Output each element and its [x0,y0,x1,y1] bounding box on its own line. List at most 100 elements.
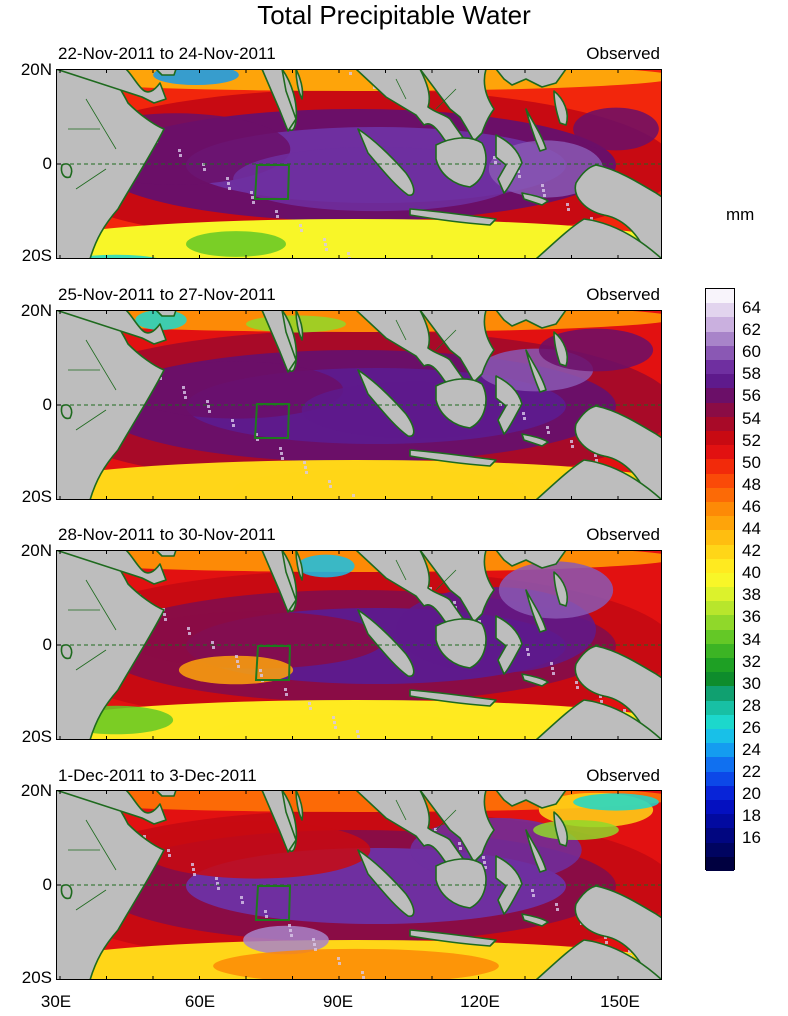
moisture-feature [141,821,371,879]
panel-3-label: Observed [586,525,660,544]
landmass [60,644,73,660]
moisture-feature [533,820,619,840]
colorbar-tick-label: 52 [742,430,761,450]
landmass [521,433,549,447]
missing-data-dot [576,686,579,689]
missing-data-dot [235,655,238,658]
colorbar-tick-label: 56 [742,386,761,406]
panel-3-lat-20n: 20N [20,541,52,560]
panel-2-date-range: 25-Nov-2011 to 27-Nov-2011 [58,285,276,304]
landmass [574,645,662,740]
missing-data-dot [483,861,486,864]
landmass [495,855,523,915]
colorbar-tick-label: 22 [742,762,761,782]
colorbar-segment [706,643,734,659]
panel-4-map [56,790,662,980]
missing-data-dot [567,208,570,211]
landmass [495,615,523,675]
landmass [419,69,495,142]
missing-data-dot [518,175,521,178]
missing-data-dot [168,854,171,857]
missing-data-dot [523,417,526,420]
colorbar-tick-label: 48 [742,474,761,494]
missing-data-dot [604,936,607,939]
missing-data-dot [542,189,545,192]
missing-data-dot [187,627,190,630]
colorbar [705,288,735,872]
colorbar-tick-label: 34 [742,629,761,649]
missing-data-dot [182,386,185,389]
missing-data-dot [288,924,291,927]
landmass [295,550,304,581]
colorbar-segment [706,374,734,389]
landmass [155,69,177,76]
panel-2-label: Observed [586,285,660,304]
colorbar-segment [706,473,734,489]
landmass [525,349,547,393]
colorbar-unit: mm [726,205,755,224]
missing-data-dot [429,587,432,590]
map-canvas [56,69,662,259]
colorbar-segment [706,501,734,517]
missing-data-dot [279,447,282,450]
landmass [60,163,73,179]
landmass [155,310,177,317]
missing-data-dot [191,863,194,866]
landmass [409,449,497,467]
missing-data-dot [232,424,235,427]
moisture-feature [233,468,519,500]
missing-data-dot [628,950,631,953]
missing-data-dot [566,203,569,206]
landmass [409,689,497,707]
landmass [56,550,167,585]
colorbar-segment [706,658,734,673]
colorbar-segment [706,629,734,645]
missing-data-dot [227,182,230,185]
moisture-feature [213,713,499,740]
colorbar-segment [706,516,734,531]
panel-4-lat-0: 0 [42,875,52,894]
missing-data-dot [193,873,196,876]
missing-data-dot [362,976,365,979]
colorbar-tick-label: 64 [742,298,761,317]
colorbar-segment [706,757,734,773]
panel-2-lat-0: 0 [42,395,52,414]
missing-data-dot [550,662,553,665]
moisture-feature [243,925,329,955]
missing-data-dot [309,707,312,710]
missing-data-dot [192,868,195,871]
landmass [295,790,304,821]
landmass [435,858,487,909]
missing-data-dot [241,901,244,904]
missing-data-dot [203,168,206,171]
landmass [409,929,497,947]
missing-data-dot [570,440,573,443]
colorbar-tick-label: 16 [742,828,761,848]
moisture-feature [178,655,294,685]
colorbar-segment [706,289,734,304]
missing-data-dot [347,252,350,255]
colorbar-tick-label: 58 [742,364,761,384]
missing-data-dot [237,665,240,668]
missing-data-dot [338,962,341,965]
landmass [261,69,297,132]
colorbar-tick-label: 62 [742,320,761,340]
colorbar-segment [706,430,734,446]
missing-data-dot [459,847,462,850]
colorbar-tick-label: 28 [742,695,761,715]
missing-data-dot [556,908,559,911]
lon-label-30e: 30E [40,992,72,1011]
landmass [357,849,415,918]
landmass [435,378,487,429]
country-borders [68,559,457,671]
missing-data-dot [164,618,167,621]
map-canvas [56,310,662,500]
colorbar-segment [706,587,734,602]
missing-data-dot [458,842,461,845]
colorbar-segment [706,331,734,347]
colorbar-segment [706,856,734,872]
country-borders [68,799,457,911]
missing-data-dot [329,485,332,488]
colorbar-segment [706,317,734,333]
missing-data-dot [356,730,359,733]
